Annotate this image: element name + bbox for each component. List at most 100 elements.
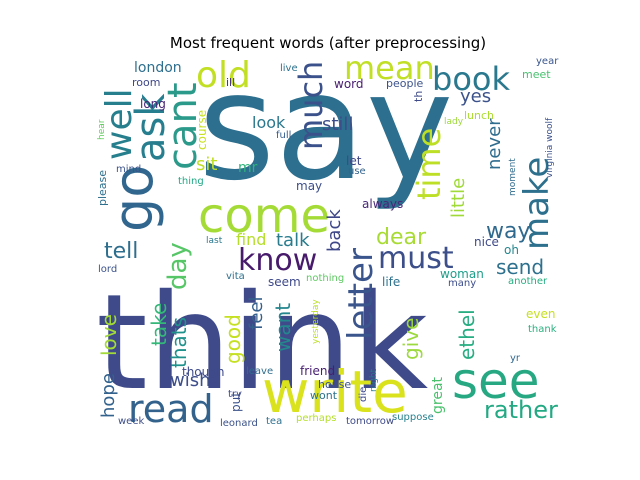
word-lord: lord [98, 264, 117, 275]
word-mean: mean [344, 49, 435, 87]
word-day: day [163, 242, 193, 290]
word-die: die [358, 387, 369, 402]
word-th: th [412, 91, 425, 102]
word-woman: woman [440, 267, 484, 281]
word-good: good [221, 314, 245, 364]
word-house: house [318, 378, 351, 391]
word-send: send [496, 255, 544, 279]
word-nothing: nothing [306, 273, 344, 284]
word-sit: sit [196, 154, 217, 175]
word-friend: friend [300, 364, 335, 378]
word-thing: thing [178, 176, 204, 187]
word-find: find [236, 230, 266, 249]
word-though: though [182, 365, 224, 379]
word-oh: oh [504, 243, 519, 257]
word-yesterday: yesterday [311, 299, 321, 344]
word-let: let [346, 154, 362, 168]
word-read: read [128, 387, 214, 431]
word-hope: hope [98, 373, 119, 418]
word-week: week [118, 416, 144, 427]
word-may: may [296, 179, 322, 193]
word-even: even [526, 307, 555, 321]
word-perhaps: perhaps [296, 413, 336, 424]
word-never: never [484, 118, 505, 170]
word-long: long [140, 97, 166, 111]
word-tea: tea [266, 416, 282, 427]
word-letter: letter [341, 248, 381, 340]
word-course: course [195, 110, 209, 150]
word-life: life [382, 275, 400, 289]
word-time: time [410, 128, 448, 200]
word-thats: thats [167, 317, 191, 368]
chart-title: Most frequent words (after preprocessing… [169, 34, 487, 52]
word-put: put [229, 392, 243, 412]
word-nice: nice [474, 235, 499, 249]
word-look: look [252, 113, 286, 132]
word-use: use [348, 166, 366, 177]
word-dear: dear [376, 225, 427, 250]
word-mind: mind [116, 164, 141, 175]
word-lunch: lunch [464, 109, 494, 122]
word-ill: ill [226, 76, 235, 89]
word-well: well [99, 88, 140, 160]
word-last: last [206, 236, 223, 246]
word-love: love [97, 314, 121, 356]
word-give: give [399, 318, 423, 360]
word-yes: yes [460, 86, 491, 107]
word-vita: vita [226, 271, 245, 282]
word-ethel: ethel [455, 309, 479, 360]
word-want: want [271, 303, 295, 352]
word-talk: talk [276, 230, 310, 251]
word-way: way [486, 219, 531, 244]
word-moment: moment [508, 158, 518, 196]
word-come: come [198, 188, 330, 244]
word-many: many [448, 278, 476, 289]
word-tomorrow: tomorrow [346, 416, 394, 427]
word-night: night [369, 368, 379, 392]
word-another: another [508, 276, 548, 287]
word-feel: feel [246, 297, 267, 331]
word-rather: rather [484, 396, 558, 424]
word-live: live [280, 63, 298, 74]
word-write: write [262, 358, 408, 426]
word-back: back [324, 209, 345, 252]
word-try: try [228, 389, 242, 400]
word-leonard: leonard [220, 418, 258, 429]
word-much: much [292, 61, 330, 150]
word-know: know [238, 243, 317, 278]
word-full: full [276, 130, 291, 141]
word-suppose: suppose [392, 412, 434, 423]
word-wish: wish [170, 370, 211, 391]
word-always: always [362, 197, 403, 211]
word-book: book [432, 60, 510, 98]
word-word: word [334, 77, 364, 91]
word-wont: wont [310, 389, 338, 402]
word-london: london [134, 60, 182, 76]
word-seem: seem [268, 275, 301, 289]
word-ask: ask [128, 93, 174, 162]
word-make: make [517, 157, 557, 250]
word-great: great [430, 376, 446, 414]
word-still: still [322, 114, 353, 135]
word-mr: mr [238, 160, 258, 176]
word-think: think [96, 266, 429, 420]
word-see: see [452, 352, 540, 410]
word-say: say [198, 41, 453, 213]
word-room: room [132, 76, 160, 89]
word-go: go [102, 165, 165, 232]
word-leave: leave [246, 366, 273, 377]
word-virginia-woolf: virginia woolf [545, 117, 555, 178]
word-hear: hear [97, 119, 107, 140]
word-lady: lady [444, 117, 464, 127]
word-little: little [448, 178, 469, 218]
word-old: old [196, 55, 251, 96]
word-cant: cant [160, 82, 206, 170]
word-meet: meet [522, 68, 551, 81]
word-people: people [386, 77, 424, 90]
word-please: please [96, 170, 109, 206]
word-thank: thank [528, 324, 557, 335]
word-must: must [378, 241, 454, 276]
word-take: take [147, 303, 171, 346]
